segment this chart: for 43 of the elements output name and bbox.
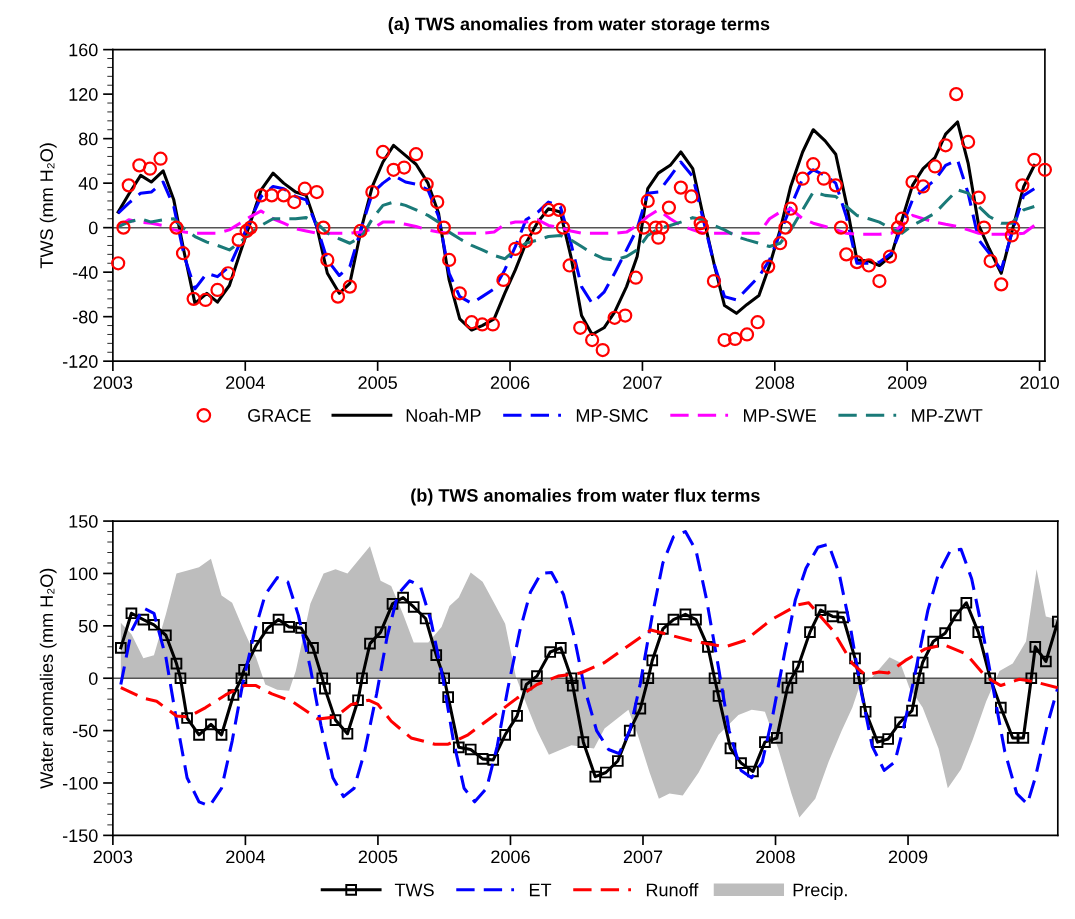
legend-label: GRACE xyxy=(248,409,311,422)
x-tick-label: 2010 xyxy=(1020,376,1059,390)
y-tick-label: -80 xyxy=(73,310,98,324)
x-tick-label: 2007 xyxy=(623,850,663,864)
x-tick-label: 2008 xyxy=(756,850,795,864)
legend-label: Precip. xyxy=(793,883,847,900)
x-tick-label: 2009 xyxy=(888,376,927,390)
legend-label: Runoff xyxy=(646,883,699,897)
y-tick-label: -120 xyxy=(62,355,98,368)
legend-label: MP-SMC xyxy=(576,409,648,422)
y-tick-label: -100 xyxy=(62,776,98,790)
x-tick-label: 2008 xyxy=(755,376,795,390)
legend-label: MP-SWE xyxy=(744,409,816,422)
x-tick-label: 2005 xyxy=(358,376,397,390)
y-tick-label: 150 xyxy=(69,515,98,528)
y-tick-label: 50 xyxy=(78,619,98,633)
y-tick-label: 80 xyxy=(78,132,98,146)
y-tick-label: 160 xyxy=(69,43,98,57)
y-tick-label: 120 xyxy=(69,88,98,101)
y-axis-title: Water anomalies (mm H₂O) xyxy=(39,568,57,789)
x-tick-label: 2004 xyxy=(226,850,265,864)
y-tick-label: 0 xyxy=(88,672,98,685)
chart-title: (a) TWS anomalies from water storage terms xyxy=(388,17,770,35)
x-tick-label: 2006 xyxy=(491,850,530,864)
y-tick-label: -50 xyxy=(73,724,98,738)
x-tick-label: 2003 xyxy=(93,850,133,864)
x-tick-label: 2009 xyxy=(888,850,928,864)
legend-label: TWS xyxy=(394,883,434,897)
x-tick-label: 2005 xyxy=(358,850,398,864)
x-tick-label: 2006 xyxy=(490,376,530,390)
legend-label: MP-ZWT xyxy=(912,409,983,422)
x-tick-label: 2004 xyxy=(226,376,265,390)
chart-title: (b) TWS anomalies from water flux terms xyxy=(411,488,760,506)
y-tick-label: 100 xyxy=(69,567,98,581)
y-axis-title: TWS (mm H₂O) xyxy=(39,143,57,269)
y-tick-label: -150 xyxy=(62,829,98,843)
legend-label: Noah-MP xyxy=(406,408,481,422)
legend-label: ET xyxy=(529,883,552,897)
y-tick-label: -40 xyxy=(73,266,98,279)
x-tick-label: 2003 xyxy=(93,376,133,390)
x-tick-label: 2007 xyxy=(623,376,662,390)
y-tick-label: 0 xyxy=(88,221,98,235)
y-tick-label: 40 xyxy=(78,177,98,190)
